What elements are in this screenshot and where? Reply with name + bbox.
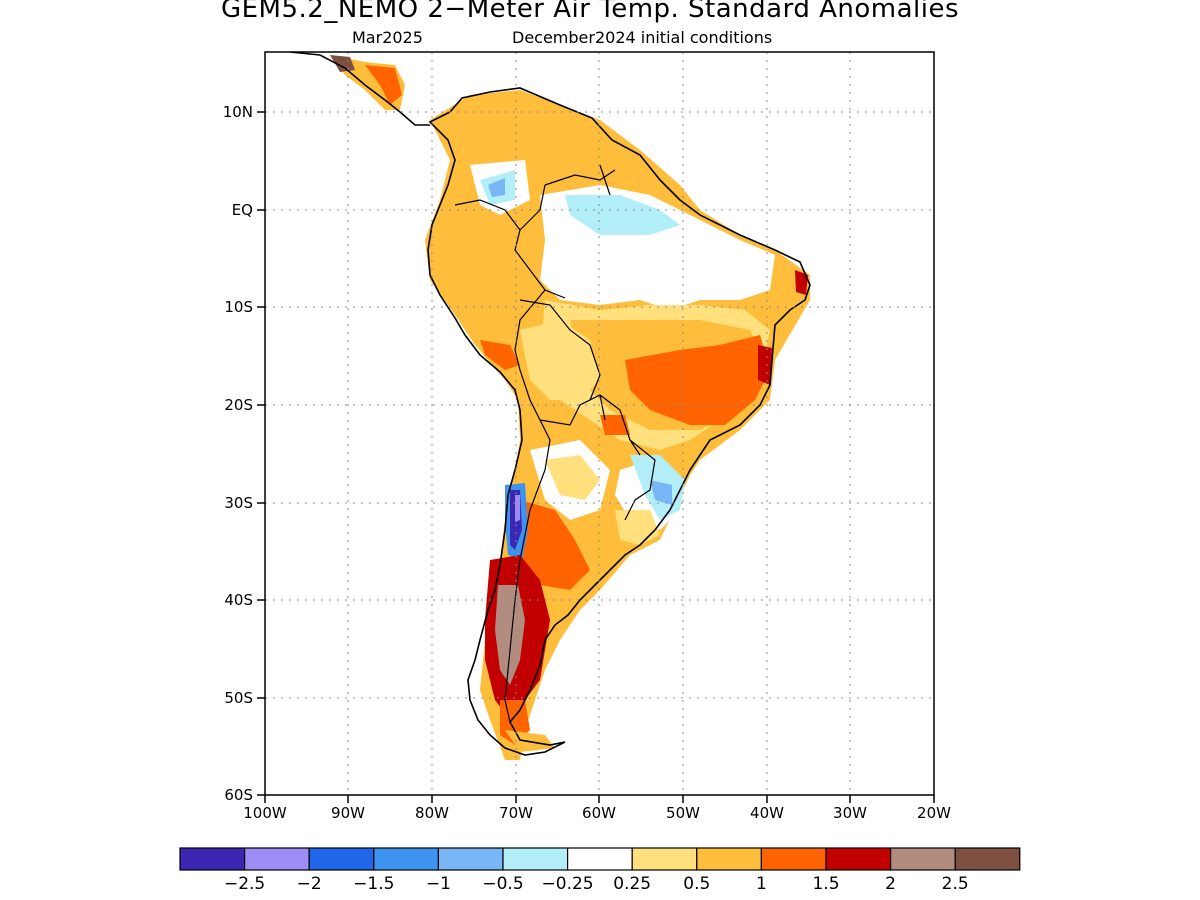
colorbar-swatch <box>954 847 1021 871</box>
axis-ticks <box>257 111 935 803</box>
anomaly-field <box>330 55 810 760</box>
colorbar-swatch <box>825 847 892 871</box>
lat-label: EQ <box>232 201 253 219</box>
peru-hot <box>480 340 520 370</box>
brazil-extreme <box>758 345 772 385</box>
argentina-hot <box>520 500 590 590</box>
colorbar-label: 2 <box>885 874 896 894</box>
lon-label: 80W <box>415 804 449 822</box>
central-america-coast <box>289 52 430 126</box>
lon-label: 90W <box>331 804 365 822</box>
lon-label: 60W <box>582 804 616 822</box>
longitude-labels: 100W 90W 80W 70W 60W 50W 40W 30W 20W <box>243 804 951 822</box>
lat-label: 40S <box>224 591 253 609</box>
lat-label: 50S <box>224 689 253 707</box>
central-america-extreme <box>330 55 355 72</box>
bolivia-warm <box>520 320 600 400</box>
colorbar-label: −2.5 <box>224 874 265 894</box>
colorbar-label: 2.5 <box>942 874 969 894</box>
colorbar-label: −1.5 <box>353 874 394 894</box>
map-title: GEM5.2_NEMO 2−Meter Air Temp. Standard A… <box>220 0 960 24</box>
colorbar-label: −2 <box>297 874 322 894</box>
brazil-hot <box>625 335 770 425</box>
lon-label: 20W <box>917 804 951 822</box>
lon-label: 50W <box>666 804 700 822</box>
lon-label: 40W <box>750 804 784 822</box>
ne-brazil-extreme <box>795 270 808 295</box>
colorbar-swatch <box>631 847 698 871</box>
colorbar-swatch <box>566 847 633 871</box>
colombia-cool2 <box>488 178 505 197</box>
lat-label: 10N <box>223 103 253 121</box>
country-borders <box>454 164 656 723</box>
colorbar-swatch <box>373 847 439 871</box>
s-brazil-cool2 <box>650 480 672 505</box>
chaco-hot <box>600 415 630 435</box>
colorbar-label: 0.25 <box>613 874 651 894</box>
coastlines <box>289 52 811 756</box>
argentina-warm <box>545 455 600 500</box>
colorbar-label: 1 <box>756 874 767 894</box>
colorbar-label: −1 <box>426 874 451 894</box>
lon-label: 30W <box>833 804 867 822</box>
colorbar-label: 1.5 <box>812 874 839 894</box>
lat-label: 30S <box>224 494 253 512</box>
central-america-hot <box>365 65 402 105</box>
lon-label: 100W <box>243 804 287 822</box>
colorbar-swatch <box>889 847 956 871</box>
initial-conditions: December2024 initial conditions <box>512 28 773 47</box>
colorbar-swatch <box>179 847 246 871</box>
colorbar-label: −0.25 <box>542 874 594 894</box>
colorbar-swatch <box>244 847 310 871</box>
patagonia-brown <box>495 585 525 685</box>
colorbar <box>179 847 1021 871</box>
south-america-coastline <box>427 87 811 756</box>
forecast-month: Mar2025 <box>352 28 423 47</box>
colorbar-swatch <box>437 847 504 871</box>
lat-label: 10S <box>224 298 253 316</box>
latitude-labels: 10N EQ 10S 20S 30S 40S 50S 60S <box>223 103 253 804</box>
colorbar-swatch <box>696 847 762 871</box>
lon-label: 70W <box>499 804 533 822</box>
colorbar-label: −0.5 <box>482 874 523 894</box>
amazon-cool <box>565 195 680 235</box>
colorbar-labels: −2.5 −2 −1.5 −1 −0.5 −0.25 0.25 0.5 1 1.5 2 2.5 <box>224 874 969 894</box>
colorbar-swatch <box>502 847 569 871</box>
colorbar-label: 0.5 <box>683 874 710 894</box>
lat-label: 60S <box>224 786 253 804</box>
colorbar-swatch <box>760 847 827 871</box>
lat-label: 20S <box>224 396 253 414</box>
colorbar-swatch <box>308 847 375 871</box>
